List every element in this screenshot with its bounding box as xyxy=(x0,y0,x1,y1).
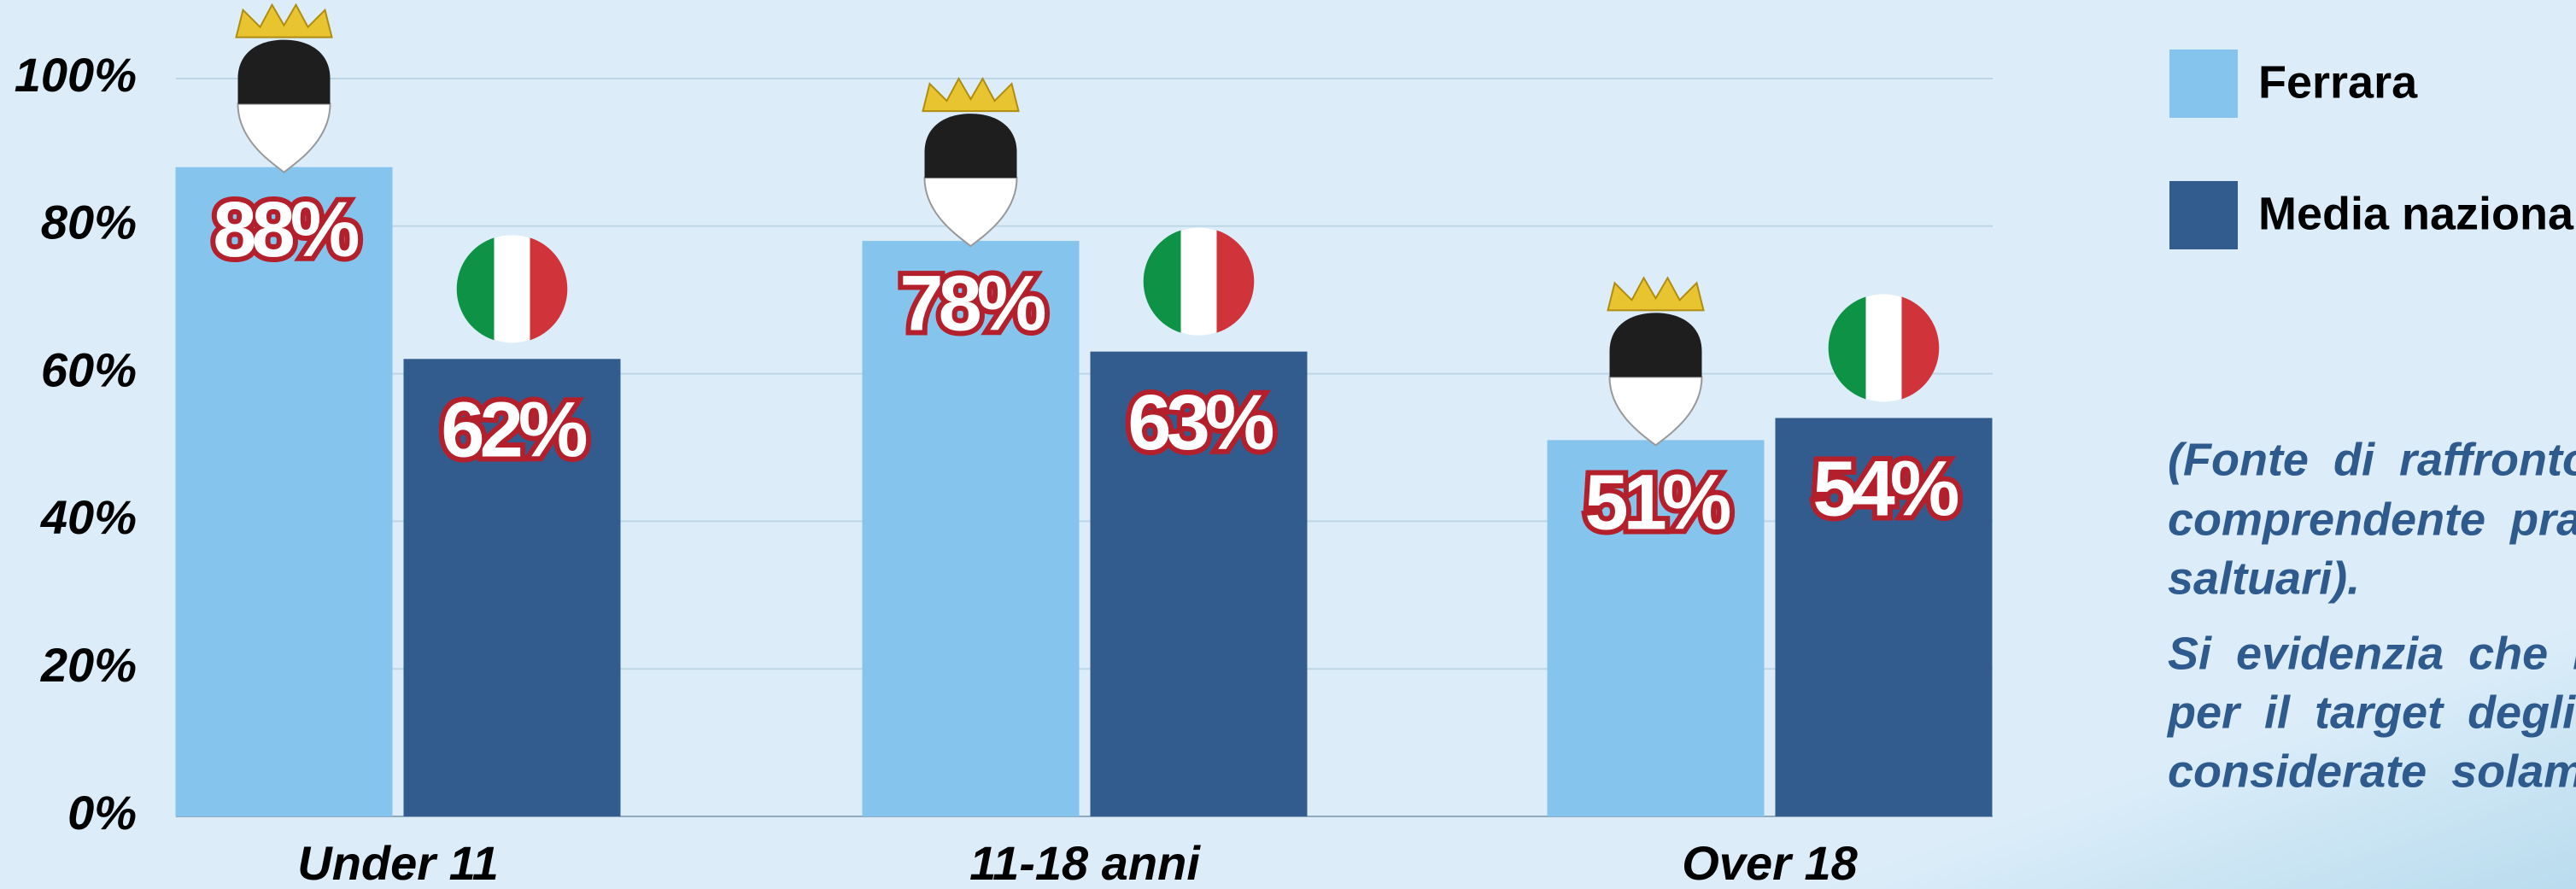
bar xyxy=(1775,418,1993,816)
shield-white xyxy=(923,177,1018,248)
data-label: 54% xyxy=(1812,446,1958,533)
shield-black xyxy=(237,39,331,104)
note-line: Si evidenzia che nel xyxy=(2168,628,2576,679)
bar xyxy=(175,167,393,816)
bar xyxy=(403,359,621,816)
bar xyxy=(1090,351,1308,816)
data-label: 63% xyxy=(1127,379,1273,466)
shield-white xyxy=(1608,376,1703,447)
ferrara-emblem xyxy=(235,3,333,173)
x-tick-label: Under 11 xyxy=(297,836,498,889)
shield-black xyxy=(1609,313,1702,377)
x-tick-label: 11-18 anni xyxy=(969,836,1201,889)
y-tick-label: 60% xyxy=(41,342,137,396)
y-tick-label: 0% xyxy=(67,786,137,839)
crown xyxy=(1607,276,1705,312)
italy-flag xyxy=(456,235,568,343)
italy-flag xyxy=(1828,294,1940,402)
crown xyxy=(922,77,1020,113)
data-label: 88% xyxy=(213,186,358,273)
legend-swatch xyxy=(2169,181,2238,249)
flag-red xyxy=(1901,296,1940,400)
data-label: 62% xyxy=(441,387,586,474)
y-tick-label: 20% xyxy=(40,638,137,692)
flag-green xyxy=(1828,296,1866,400)
italy-flag xyxy=(1143,227,1255,336)
note-line: considerate solamen xyxy=(2168,746,2576,797)
flag-green xyxy=(1143,230,1181,333)
note-line: (Fonte di raffronto: xyxy=(2168,434,2576,485)
flag-green xyxy=(456,237,495,341)
bar xyxy=(862,241,1080,817)
bar xyxy=(1547,440,1765,816)
note-line: saltuari). xyxy=(2168,553,2360,604)
x-tick-label: Over 18 xyxy=(1682,836,1858,889)
legend-swatch xyxy=(2169,50,2238,118)
note-line: comprendente pratic xyxy=(2168,494,2576,545)
ferrara-emblem xyxy=(1607,276,1705,447)
y-tick-label: 40% xyxy=(40,490,137,544)
crown xyxy=(235,3,333,38)
data-label: 51% xyxy=(1584,459,1730,547)
ferrara-emblem xyxy=(922,77,1020,248)
data-label: 78% xyxy=(899,260,1045,347)
legend-label: Ferrara xyxy=(2258,56,2418,108)
flag-red xyxy=(530,237,568,341)
shield-black xyxy=(924,114,1017,178)
y-tick-label: 100% xyxy=(15,48,137,102)
flag-red xyxy=(1216,230,1255,333)
legend-label: Media nazionale xyxy=(2258,188,2576,239)
y-tick-label: 80% xyxy=(41,196,137,249)
note-line: per il target degli o xyxy=(2166,687,2576,738)
shield-white xyxy=(237,102,331,173)
